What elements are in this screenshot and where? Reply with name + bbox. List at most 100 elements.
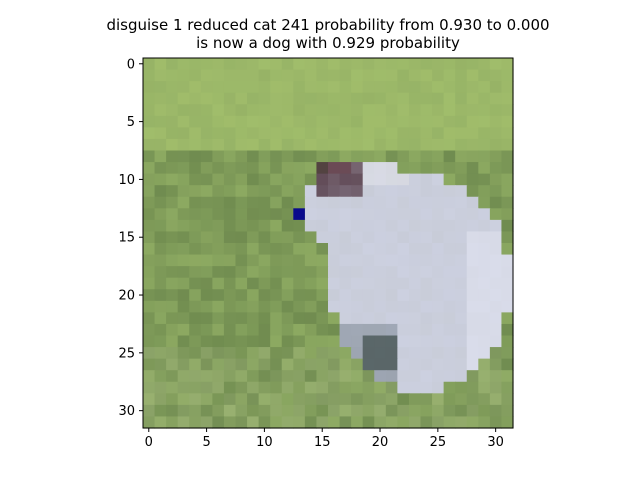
- image-pixel: [328, 266, 341, 279]
- image-pixel: [455, 150, 468, 163]
- image-pixel: [235, 266, 248, 279]
- image-pixel: [339, 404, 352, 418]
- image-pixel: [443, 231, 456, 244]
- image-pixel: [235, 404, 248, 418]
- image-pixel: [351, 69, 364, 82]
- image-pixel: [247, 115, 260, 128]
- image-pixel: [200, 416, 213, 429]
- image-pixel: [397, 404, 410, 418]
- image-pixel: [455, 358, 468, 371]
- image-pixel: [489, 370, 503, 383]
- image-pixel: [270, 162, 283, 175]
- image-pixel: [189, 104, 202, 117]
- image-pixel: [212, 393, 225, 406]
- image-pixel: [489, 81, 503, 94]
- image-pixel: [189, 208, 202, 221]
- image-pixel: [351, 243, 364, 256]
- image-pixel: [189, 69, 202, 82]
- image-pixel: [466, 104, 479, 117]
- image-pixel: [362, 185, 375, 198]
- image-pixel: [455, 266, 468, 279]
- image-pixel: [385, 300, 398, 313]
- image-pixel: [420, 289, 433, 302]
- image-pixel: [385, 104, 398, 117]
- image-pixel: [385, 231, 398, 244]
- image-pixel: [258, 138, 271, 152]
- image-pixel: [189, 347, 202, 360]
- image-pixel: [258, 347, 271, 360]
- image-pixel: [339, 173, 352, 186]
- image-pixel: [374, 69, 387, 82]
- image-pixel: [281, 289, 294, 302]
- image-pixel: [328, 381, 341, 394]
- image-pixel: [166, 381, 179, 394]
- image-pixel: [489, 416, 503, 429]
- image-pixel: [200, 323, 213, 337]
- image-pixel: [223, 127, 237, 140]
- image-pixel: [339, 277, 352, 290]
- image-pixel: [328, 219, 341, 233]
- image-pixel: [478, 208, 491, 221]
- image-pixel: [420, 219, 433, 233]
- image-pixel: [247, 69, 260, 82]
- y-tick-label: 10: [118, 173, 135, 188]
- image-pixel: [501, 254, 514, 267]
- image-pixel: [304, 416, 318, 429]
- image-pixel: [316, 92, 329, 105]
- image-pixel: [351, 358, 364, 371]
- image-pixel: [385, 370, 398, 383]
- image-pixel: [432, 300, 445, 313]
- image-pixel: [443, 347, 456, 360]
- image-pixel: [293, 381, 306, 394]
- image-pixel: [455, 196, 468, 209]
- image-pixel: [339, 162, 352, 175]
- image-pixel: [293, 231, 306, 244]
- image-pixel: [328, 300, 341, 313]
- image-pixel: [235, 92, 248, 105]
- image-pixel: [154, 335, 167, 348]
- image-pixel: [362, 289, 375, 302]
- image-pixel: [339, 219, 352, 233]
- image-pixel: [212, 219, 225, 233]
- image-pixel: [177, 300, 190, 313]
- image-pixel: [351, 266, 364, 279]
- perturbed-pixel: [293, 208, 305, 220]
- image-pixel: [397, 254, 410, 267]
- image-pixel: [408, 196, 422, 209]
- image-pixel: [212, 127, 225, 140]
- image-pixel: [466, 358, 479, 371]
- image-pixel: [408, 115, 422, 128]
- image-pixel: [339, 300, 352, 313]
- image-pixel: [328, 358, 341, 371]
- image-pixel: [397, 185, 410, 198]
- image-pixel: [281, 231, 294, 244]
- y-tick-label: 25: [118, 346, 135, 361]
- image-pixel: [339, 370, 352, 383]
- image-pixel: [177, 370, 190, 383]
- image-pixel: [281, 393, 294, 406]
- image-pixel: [166, 347, 179, 360]
- image-pixel: [166, 58, 179, 71]
- image-pixel: [478, 243, 491, 256]
- image-pixel: [258, 416, 271, 429]
- image-pixel: [177, 196, 190, 209]
- image-pixel: [293, 150, 306, 163]
- image-pixel: [478, 277, 491, 290]
- image-pixel: [466, 150, 479, 163]
- image-pixel: [189, 243, 202, 256]
- image-pixel: [235, 196, 248, 209]
- image-pixel: [281, 127, 294, 140]
- image-pixel: [316, 150, 329, 163]
- image-pixel: [455, 208, 468, 221]
- x-tick-label: 5: [202, 435, 210, 450]
- image-pixel: [501, 393, 514, 406]
- image-pixel: [432, 243, 445, 256]
- image-pixel: [351, 300, 364, 313]
- image-pixel: [501, 404, 514, 418]
- image-pixel: [293, 104, 306, 117]
- image-pixel: [374, 115, 387, 128]
- image-pixel: [212, 208, 225, 221]
- image-pixel: [328, 138, 341, 152]
- image-pixel: [166, 277, 179, 290]
- image-pixel: [339, 58, 352, 71]
